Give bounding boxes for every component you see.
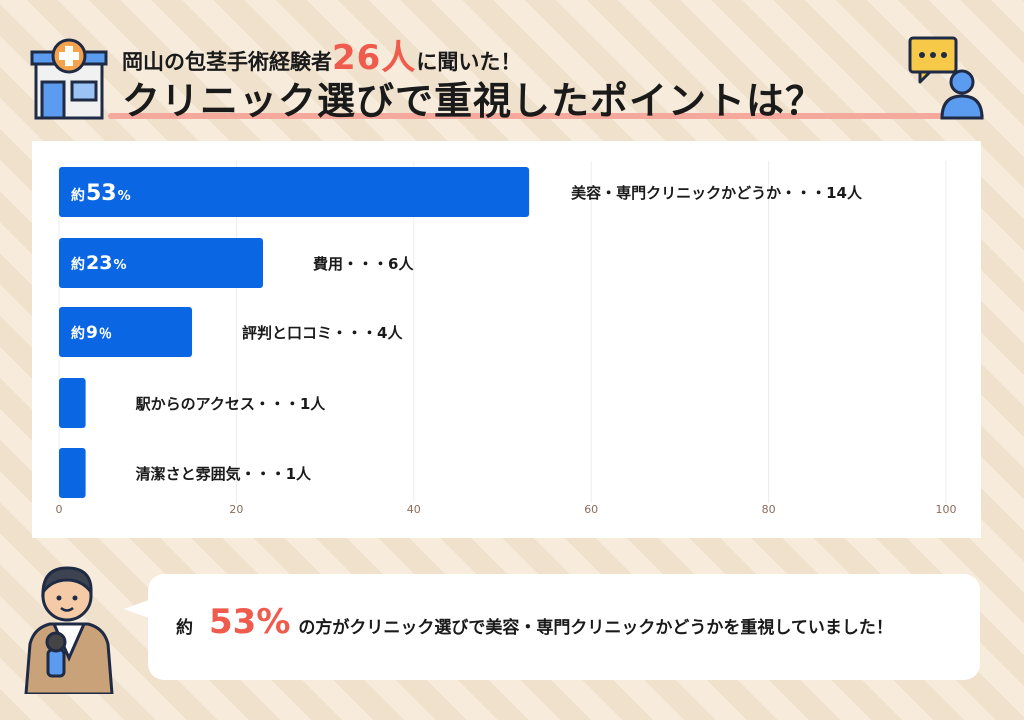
clinic-building-icon (28, 34, 108, 122)
x-tick-label: 40 (407, 503, 421, 516)
bar (59, 448, 86, 498)
x-tick-label: 80 (762, 503, 776, 516)
bar-category-label: 評判と口コミ・・・4人 (242, 324, 403, 342)
bar (59, 238, 264, 288)
summary-prefix: 約 (176, 618, 193, 638)
subtitle-pre: 岡山の包茎手術経験者 (122, 50, 332, 74)
chart-panel: 0 20 40 60 80 100 約53% 美容・専門クリニックかどうか・・・14人約23%… (32, 141, 981, 538)
page-title: クリニック選びで重視したポイントは？ (122, 79, 825, 123)
x-tick-label: 100 (936, 503, 957, 516)
summary-percent: 53% (209, 602, 291, 642)
x-tick-label: 60 (584, 503, 598, 516)
summary-text: 約 53% の方がクリニック選びで美容・専門クリニックかどうかを重視していました… (176, 602, 893, 642)
subtitle-highlight: 26人 (332, 38, 417, 78)
title-underline (108, 113, 984, 119)
bar-category-label: 美容・専門クリニックかどうか・・・14人 (571, 184, 863, 202)
summary-body: の方がクリニック選びで美容・専門クリニックかどうかを重視していました！ (298, 618, 893, 638)
bar-category-label: 清潔さと雰囲気・・・1人 (136, 465, 312, 483)
bar-percent-label: 約53% (71, 181, 131, 206)
header: 岡山の包茎手術経験者26人に聞いた！ クリニック選びで重視したポイントは？ (0, 0, 1024, 130)
bar (59, 378, 86, 428)
x-tick-label: 0 (56, 503, 63, 516)
speech-bubble-tail (124, 598, 154, 620)
bar (59, 167, 530, 217)
chat-person-icon (904, 34, 984, 122)
reporter-avatar-icon (20, 558, 118, 696)
bar-percent-label: 約23% (71, 252, 126, 274)
bar-percent-label: 約9％ (71, 323, 112, 343)
bar-category-label: 駅からのアクセス・・・1人 (135, 395, 327, 413)
bar (59, 307, 193, 357)
subtitle: 岡山の包茎手術経験者26人に聞いた！ (122, 30, 521, 79)
bar-category-label: 費用・・・6人 (313, 255, 414, 273)
summary-bubble: 約 53% の方がクリニック選びで美容・専門クリニックかどうかを重視していました… (148, 574, 980, 680)
subtitle-post: に聞いた！ (416, 50, 522, 74)
x-tick-label: 20 (229, 503, 243, 516)
bar-chart: 0 20 40 60 80 100 約53% 美容・専門クリニックかどうか・・・14人約23%… (56, 161, 957, 516)
